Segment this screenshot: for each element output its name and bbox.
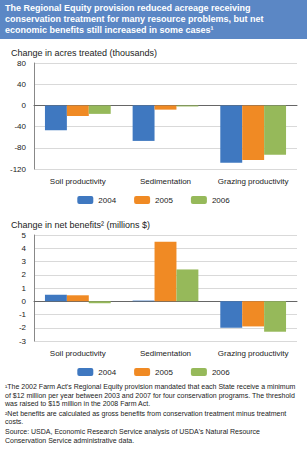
html-text:Source: USDA, Economic Researc: Source: USDA, Economic Research Service … (5, 428, 260, 444)
svg-text:Soil productivity: Soil productivity (50, 177, 106, 186)
svg-text:Sedimentation: Sedimentation (140, 177, 191, 186)
html-text:¹The 2002 Farm Act's Regional: ¹The 2002 Farm Act's Regional Equity pro… (5, 383, 296, 408)
svg-text:4: 4 (22, 244, 27, 253)
svg-text:0: 0 (22, 297, 27, 306)
svg-text:-80: -80 (14, 143, 26, 152)
svg-text:-3: -3 (19, 337, 27, 346)
svg-text:40: 40 (17, 80, 26, 89)
svg-text:-40: -40 (14, 122, 26, 131)
svg-text:2005: 2005 (155, 196, 173, 205)
svg-text:Sedimentation: Sedimentation (140, 349, 191, 358)
svg-text:-2: -2 (19, 323, 27, 332)
svg-text:Change in net benefits² (milli: Change in net benefits² (millions $) (11, 220, 150, 230)
html-text:The Regional Equity provision: The Regional Equity provision reduced ac… (5, 3, 264, 35)
svg-text:Change in acres treated (thous: Change in acres treated (thousands) (11, 48, 157, 58)
svg-text:Soil productivity: Soil productivity (50, 349, 106, 358)
svg-text:-120: -120 (10, 165, 27, 174)
svg-text:1: 1 (22, 284, 27, 293)
svg-text:-1: -1 (19, 310, 27, 319)
svg-text:2006: 2006 (212, 196, 230, 205)
svg-text:2004: 2004 (98, 196, 116, 205)
svg-text:2006: 2006 (212, 368, 230, 377)
html-text:²Net benefits are calculated a: ²Net benefits are calculated as gross be… (5, 409, 287, 426)
svg-text:5: 5 (22, 231, 27, 240)
svg-text:3: 3 (22, 257, 27, 266)
svg-text:2005: 2005 (155, 368, 173, 377)
svg-text:80: 80 (17, 59, 26, 68)
svg-text:2004: 2004 (98, 368, 116, 377)
svg-text:2: 2 (22, 270, 27, 279)
svg-text:Grazing productivity: Grazing productivity (218, 177, 289, 186)
svg-text:Grazing productivity: Grazing productivity (218, 349, 289, 358)
svg-text:0: 0 (22, 101, 27, 110)
